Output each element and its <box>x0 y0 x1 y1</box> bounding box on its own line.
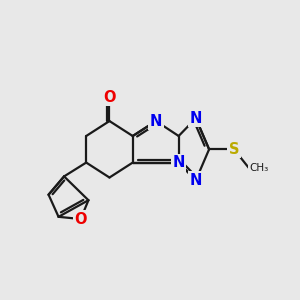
Text: O: O <box>103 90 116 105</box>
Text: S: S <box>229 142 239 157</box>
Text: N: N <box>190 111 202 126</box>
Text: CH₃: CH₃ <box>249 163 268 173</box>
Text: O: O <box>74 212 87 226</box>
Text: N: N <box>150 114 162 129</box>
Text: N: N <box>190 173 202 188</box>
Text: N: N <box>172 155 185 170</box>
